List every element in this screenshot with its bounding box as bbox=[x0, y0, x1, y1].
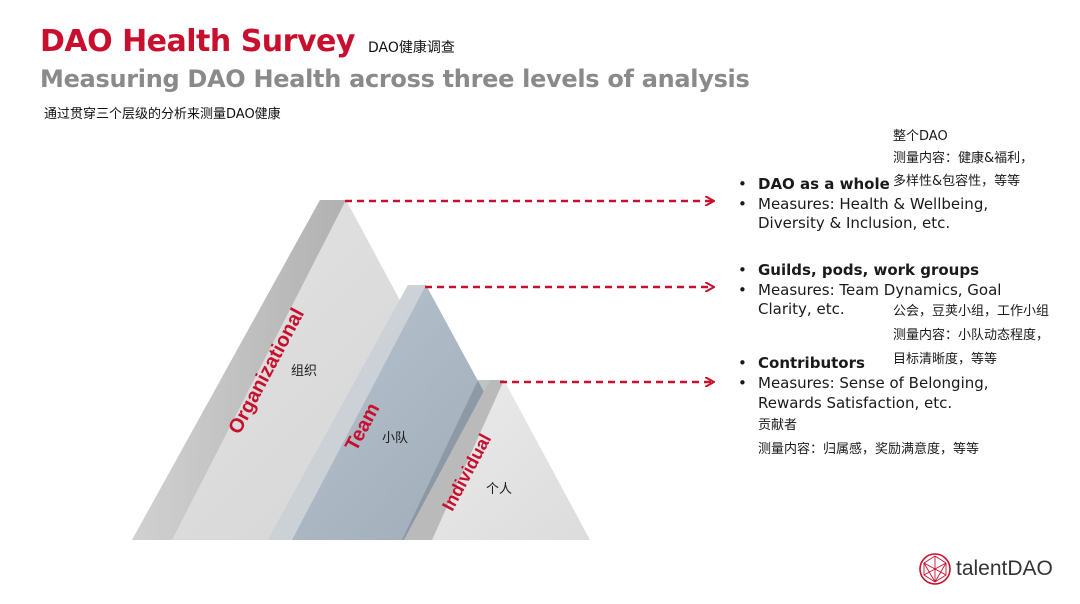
guilds-measure-row: • Measures: Team Dynamics, Goal bbox=[738, 280, 1001, 300]
talentdao-logo-icon bbox=[919, 553, 951, 585]
guilds-heading-row: • Guilds, pods, work groups bbox=[738, 260, 979, 280]
contributors-cn-line2: 测量内容：归属感，奖励满意度，等等 bbox=[758, 442, 980, 457]
contributors-heading: Contributors bbox=[758, 354, 865, 372]
individual-layer bbox=[404, 380, 590, 540]
contributors-heading-row: • Contributors bbox=[738, 353, 865, 373]
whole-measure-line2: Diversity & Inclusion, etc. bbox=[758, 214, 951, 232]
whole-measure-row: • Measures: Health & Wellbeing, bbox=[738, 194, 988, 214]
team-label-cn: 小队 bbox=[382, 431, 408, 446]
guilds-heading: Guilds, pods, work groups bbox=[758, 261, 980, 279]
guilds-measure-line1: Measures: Team Dynamics, Goal bbox=[758, 281, 1002, 299]
page-subtitle: Measuring DAO Health across three levels… bbox=[40, 65, 750, 93]
bullet: • bbox=[738, 195, 747, 213]
individual-label-cn: 个人 bbox=[486, 482, 512, 497]
bullet: • bbox=[738, 354, 747, 372]
talentdao-logo-text: talentDAO bbox=[956, 557, 1053, 580]
team-edge bbox=[268, 285, 426, 540]
individual-edge bbox=[404, 380, 504, 540]
contributors-cn-line1: 贡献者 bbox=[758, 418, 798, 433]
whole-heading-row: • DAO as a whole bbox=[738, 174, 890, 194]
whole-heading: DAO as a whole bbox=[758, 175, 890, 193]
guilds-cn-line2: 测量内容：小队动态程度， bbox=[893, 328, 1050, 343]
page-title: DAO Health Survey bbox=[40, 24, 355, 59]
whole-cn-line1: 整个DAO bbox=[893, 129, 948, 144]
page-subtitle-cn: 通过贯穿三个层级的分析来测量DAO健康 bbox=[44, 107, 281, 122]
contributors-measure-row: • Measures: Sense of Belonging, bbox=[738, 373, 989, 393]
bullet: • bbox=[738, 374, 747, 392]
guilds-cn-line3: 目标清晰度，等等 bbox=[893, 352, 998, 367]
bullet: • bbox=[738, 175, 747, 193]
whole-measure-line1: Measures: Health & Wellbeing, bbox=[758, 195, 989, 213]
organizational-label-cn: 组织 bbox=[291, 364, 317, 379]
guilds-cn-line1: 公会，豆荚小组，工作小组 bbox=[893, 304, 1050, 319]
contributors-measure-line2: Rewards Satisfaction, etc. bbox=[758, 394, 953, 412]
bullet: • bbox=[738, 281, 747, 299]
page-title-cn: DAO健康调查 bbox=[368, 40, 455, 56]
organizational-edge bbox=[132, 200, 346, 540]
whole-cn-line3: 多样性&包容性，等等 bbox=[893, 174, 1021, 189]
guilds-measure-line2: Clarity, etc. bbox=[758, 300, 845, 318]
contributors-measure-line1: Measures: Sense of Belonging, bbox=[758, 374, 989, 392]
bullet: • bbox=[738, 261, 747, 279]
whole-cn-line2: 测量内容：健康&福利， bbox=[893, 151, 1034, 166]
